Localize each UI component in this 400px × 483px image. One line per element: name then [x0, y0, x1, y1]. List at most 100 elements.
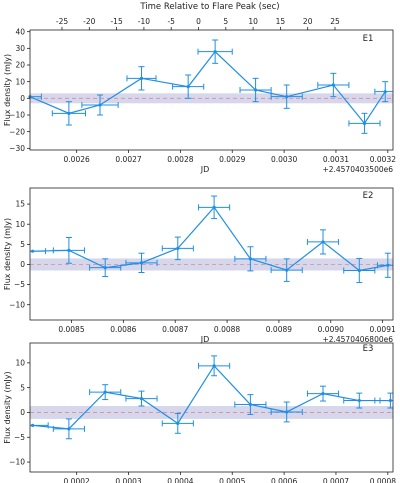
- top-tick-label: -25: [56, 17, 68, 26]
- data-point: [186, 85, 190, 89]
- data-point: [67, 427, 71, 431]
- top-tick-label: -5: [167, 17, 175, 26]
- y-tick-label: 0: [20, 260, 25, 269]
- x-offset-label: +2.4570403500e6: [322, 165, 393, 174]
- y-tick-label: 5: [20, 383, 25, 392]
- x-tick-label: 0.0089: [266, 325, 292, 334]
- y-tick-label: 0: [20, 94, 25, 103]
- y-tick-label: −10: [9, 111, 25, 120]
- plot-frame: [29, 29, 394, 151]
- data-point: [248, 257, 252, 261]
- panel-3: 10 5 0 −5 −10 0.0002 0.0003 0.0004 0.0005 0.0006 0…: [3, 342, 396, 483]
- y-tick-label: 15: [15, 200, 25, 209]
- x-tick-label: 0.0091: [370, 325, 396, 334]
- data-point: [30, 249, 35, 253]
- data-point: [103, 266, 107, 270]
- y-axis-label: Flux density (mJy): [3, 54, 12, 126]
- data-point: [139, 396, 144, 401]
- x-tick-label: 0.0086: [110, 325, 136, 334]
- y-tick-label: 30: [15, 44, 25, 53]
- data-point: [357, 268, 361, 273]
- x-axis-label: JD: [200, 165, 210, 174]
- data-point: [388, 398, 393, 403]
- x-tick-label: 0.0002: [64, 477, 90, 483]
- x-tick-label: 0.0090: [318, 325, 344, 334]
- data-point: [212, 364, 216, 368]
- data-point: [176, 421, 180, 425]
- x-tick-label: 0.0085: [58, 325, 84, 334]
- x-tick-label: 0.0030: [271, 155, 297, 164]
- x-offset-label: +2.4570406800e6: [322, 335, 393, 344]
- panel-e2-label: E2: [363, 191, 374, 201]
- series-line: [29, 50, 386, 125]
- x-tick-label: 0.0006: [271, 477, 297, 483]
- top-tick-label: -15: [110, 17, 122, 26]
- data-point: [386, 263, 390, 267]
- top-tick-label: 25: [330, 17, 340, 26]
- top-tick-label: 5: [223, 17, 228, 26]
- y-tick-label: −5: [14, 433, 25, 442]
- data-point: [321, 392, 325, 396]
- x-tick-label: 0.0032: [370, 155, 396, 164]
- y-tick-label: 10: [15, 358, 25, 367]
- data-point: [103, 390, 107, 394]
- y-tick-label: 10: [15, 77, 25, 86]
- x-tick-label: 0.0027: [115, 155, 141, 164]
- y-axis-label: Flux density (mJy): [3, 218, 12, 290]
- data-point: [139, 76, 144, 80]
- y-tick-label: 40: [15, 27, 25, 36]
- x-tick-label: 0.0003: [115, 477, 141, 483]
- data-point: [98, 103, 102, 107]
- top-tick-label: -20: [83, 17, 95, 26]
- x-tick-label: 0.0026: [64, 155, 90, 164]
- data-point: [357, 398, 361, 403]
- top-tick-label: 15: [276, 17, 286, 26]
- x-tick-label: 0.0005: [219, 477, 245, 483]
- top-tick-label: -10: [138, 17, 150, 26]
- top-tick-label: 10: [248, 17, 258, 26]
- y-axis-label: Flux density (mJy): [3, 371, 12, 443]
- x-axis-label: JD: [200, 335, 210, 344]
- top-axis-label: Time Relative to Flare Peak (sec): [139, 2, 279, 12]
- plot-frame: [29, 342, 394, 473]
- data-point: [253, 88, 258, 92]
- panel-2: 15 10 5 0 −5 −10 0.0085 0.0086 0.0087 0.0088 0.008…: [3, 187, 396, 344]
- x-tick-label: 0.0031: [323, 155, 349, 164]
- data-point: [176, 246, 180, 250]
- x-tick-label: 0.0029: [219, 155, 245, 164]
- y-tick-label: −5: [14, 280, 25, 289]
- y-tick-label: 0: [20, 408, 25, 417]
- data-point: [285, 95, 289, 99]
- data-point: [331, 83, 335, 87]
- data-point: [30, 423, 35, 427]
- data-point: [285, 410, 289, 414]
- x-tick-label: 0.0087: [162, 325, 188, 334]
- data-point: [321, 240, 325, 244]
- panel-1: 40 30 20 10 0 −10 −20 −30 0.0026 0.0027 0.0028 0.00…: [3, 17, 396, 174]
- data-point: [212, 205, 216, 209]
- y-tick-label: −10: [9, 300, 25, 309]
- panel-e1-label: E1: [363, 34, 374, 44]
- x-tick-label: 0.0004: [167, 477, 193, 483]
- y-tick-label: 10: [15, 220, 25, 229]
- plot-frame: [29, 187, 394, 321]
- noise-band: [30, 93, 393, 104]
- data-point: [383, 90, 387, 94]
- y-tick-label: −20: [9, 127, 25, 136]
- data-point: [67, 111, 71, 115]
- y-tick-label: −10: [9, 458, 25, 467]
- data-point: [67, 248, 71, 252]
- y-tick-label: 5: [20, 240, 25, 249]
- data-point: [139, 261, 144, 265]
- x-tick-label: 0.0028: [167, 155, 193, 164]
- x-tick-label: 0.0008: [370, 477, 396, 483]
- top-tick-label: 20: [303, 17, 313, 26]
- y-tick-label: −30: [9, 144, 25, 153]
- data-point: [213, 50, 217, 54]
- panel-e3-label: E3: [363, 344, 374, 354]
- data-point: [362, 121, 367, 125]
- data-point: [285, 268, 289, 272]
- top-tick-label: 0: [196, 17, 201, 26]
- x-tick-label: 0.0007: [323, 477, 349, 483]
